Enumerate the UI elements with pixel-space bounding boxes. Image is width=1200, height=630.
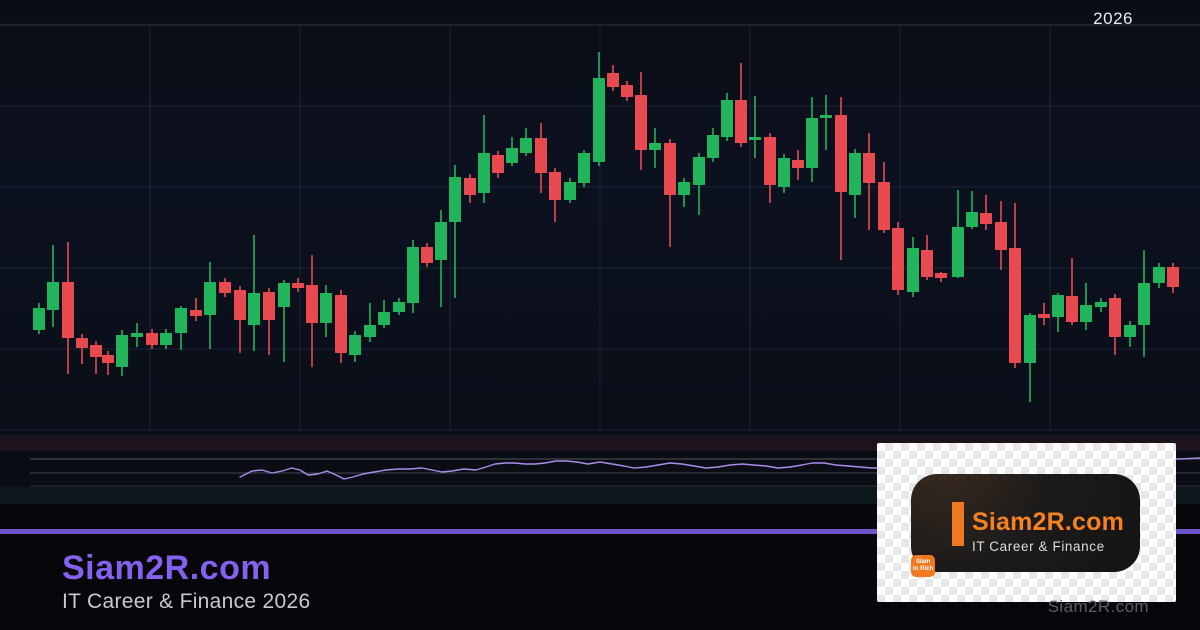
candle	[204, 262, 216, 349]
candle	[878, 162, 890, 233]
candle	[464, 174, 476, 203]
candle	[76, 334, 88, 364]
candle	[90, 341, 102, 374]
candle	[506, 137, 518, 166]
candle	[1109, 294, 1121, 355]
candle	[1167, 263, 1179, 293]
candle	[131, 323, 143, 347]
candle	[1080, 283, 1092, 330]
candle	[764, 133, 776, 203]
candle	[407, 240, 419, 313]
candle	[116, 330, 128, 376]
candle	[995, 201, 1007, 270]
candle	[335, 290, 347, 363]
candle	[621, 81, 633, 101]
candle	[806, 97, 818, 182]
candle	[635, 72, 647, 170]
year-label: 2026	[1093, 9, 1133, 28]
logo-orange-bar-icon	[952, 502, 964, 546]
candle	[535, 123, 547, 193]
candle	[378, 300, 390, 328]
candle	[33, 303, 45, 334]
logo-card: Siam2R.com IT Career & Finance Siam to R…	[877, 443, 1176, 602]
candle	[160, 329, 172, 349]
candle	[478, 115, 490, 203]
candle	[607, 65, 619, 91]
candle	[980, 195, 992, 230]
candle	[520, 128, 532, 156]
footer-watermark: Siam2R.com	[1047, 597, 1149, 616]
siam-to-rich-badge: Siam to Rich	[911, 555, 935, 577]
logo-card-title: Siam2R.com	[972, 508, 1125, 536]
candle	[190, 298, 202, 321]
candle	[664, 139, 676, 247]
candle	[1066, 258, 1078, 325]
candle	[278, 280, 290, 362]
candle	[1095, 298, 1107, 312]
candle	[393, 298, 405, 315]
candle	[1124, 321, 1136, 347]
candle	[435, 210, 447, 307]
candle	[219, 278, 231, 297]
candle	[492, 151, 504, 178]
candle	[248, 235, 260, 351]
candle	[707, 128, 719, 162]
candle	[952, 190, 964, 278]
candle	[735, 63, 747, 147]
candle	[849, 149, 861, 218]
candle	[1138, 250, 1150, 357]
candle	[306, 255, 318, 367]
candle	[421, 243, 433, 267]
candle	[820, 95, 832, 150]
candle	[693, 153, 705, 215]
candle	[921, 235, 933, 280]
logo-pill: Siam2R.com IT Career & Finance	[911, 474, 1140, 572]
gridlines	[0, 24, 1200, 431]
candle	[966, 191, 978, 229]
candle	[863, 133, 875, 230]
candle	[678, 178, 690, 207]
candle	[835, 97, 847, 260]
candle	[649, 128, 661, 168]
candle	[364, 303, 376, 342]
candle	[47, 245, 59, 327]
candle	[935, 272, 947, 282]
candle	[263, 288, 275, 355]
candle	[449, 165, 461, 298]
candle	[1038, 303, 1050, 325]
candle	[320, 285, 332, 337]
candle	[1024, 313, 1036, 402]
candle	[593, 52, 605, 166]
candle	[62, 242, 74, 374]
candle	[564, 178, 576, 203]
footer-brand-title: Siam2R.com	[62, 549, 272, 587]
candle	[349, 331, 361, 362]
badge-line1: Siam	[915, 559, 931, 565]
candle	[749, 96, 761, 158]
candle	[778, 154, 790, 193]
candle	[1052, 293, 1064, 332]
candle	[234, 286, 246, 353]
candle	[1009, 203, 1021, 368]
purple-accent-bar	[0, 529, 1200, 534]
candle	[792, 150, 804, 180]
candle	[175, 306, 187, 350]
candle	[146, 329, 158, 349]
candle	[549, 168, 561, 222]
footer-tagline: IT Career & Finance 2026	[62, 590, 311, 613]
candle	[721, 93, 733, 141]
badge-line2: to Rich	[912, 566, 934, 572]
candle	[292, 278, 304, 292]
candlestick-panel	[0, 0, 1200, 436]
candle	[1153, 263, 1165, 288]
logo-card-subtitle: IT Career & Finance	[972, 539, 1105, 554]
candle	[578, 150, 590, 187]
candle	[907, 237, 919, 297]
candle	[102, 351, 114, 375]
candle	[892, 222, 904, 295]
